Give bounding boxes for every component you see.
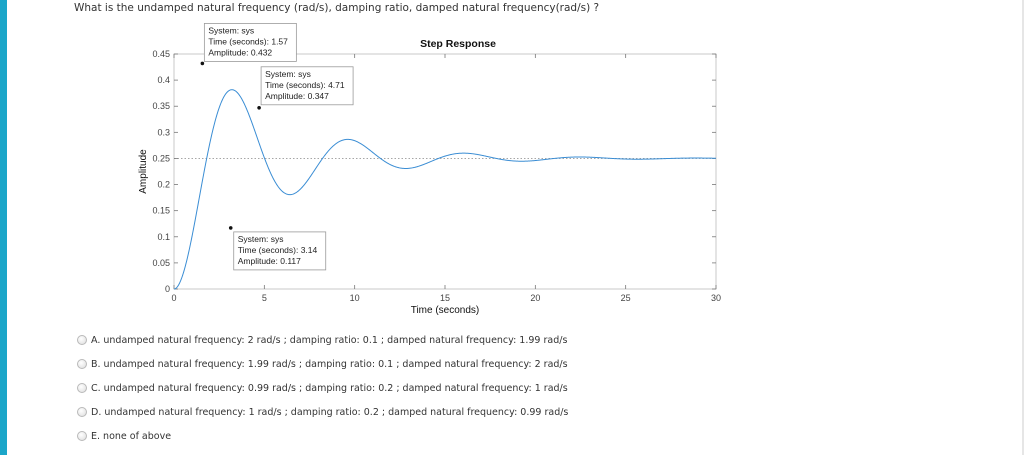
datatip-text: Amplitude: 0.117 — [238, 256, 301, 266]
y-tick-label: 0.35 — [152, 101, 170, 111]
y-tick-label: 0 — [165, 284, 170, 294]
datatip-text: Time (seconds): 3.14 — [238, 245, 318, 255]
datatip-marker — [200, 61, 205, 66]
right-divider — [1022, 0, 1024, 455]
option-d-label: D. undamped natural frequency: 1 rad/s ;… — [91, 406, 569, 418]
y-tick-label: 0.45 — [152, 49, 170, 59]
y-tick-label: 0.3 — [157, 127, 170, 137]
radio-e[interactable] — [77, 431, 87, 441]
datatip-text: System: sys — [265, 69, 311, 79]
radio-d[interactable] — [77, 407, 87, 417]
question-text: What is the undamped natural frequency (… — [74, 2, 600, 14]
y-tick-label: 0.4 — [157, 75, 170, 85]
option-e[interactable]: E. none of above — [77, 424, 568, 448]
step-response-chart: 0 5 10 15 20 25 30 0 0.05 0.1 0.15 0.2 0.25 0.3 0.35 0.… — [138, 22, 721, 316]
step-response-line — [173, 89, 716, 290]
x-tick-label: 5 — [262, 293, 267, 303]
y-tick-label: 0.15 — [152, 206, 170, 216]
option-b[interactable]: B. undamped natural frequency: 1.99 rad/… — [77, 352, 568, 376]
option-c-label: C. undamped natural frequency: 0.99 rad/… — [91, 382, 568, 394]
datatip-text: Amplitude: 0.347 — [265, 91, 329, 101]
option-b-label: B. undamped natural frequency: 1.99 rad/… — [91, 358, 568, 370]
x-tick-label: 10 — [350, 293, 360, 303]
x-tick-label: 15 — [440, 293, 450, 303]
y-axis-label: Amplitude — [138, 149, 149, 194]
datatip-text: Time (seconds): 1.57 — [208, 36, 288, 46]
radio-c[interactable] — [77, 383, 87, 393]
datatip-text: System: sys — [208, 25, 254, 35]
y-tick-label: 0.2 — [157, 180, 170, 190]
datatip-box — [233, 231, 327, 271]
datatip-text: Time (seconds): 4.71 — [265, 80, 345, 90]
y-tick-label: 0.25 — [152, 153, 170, 163]
option-d[interactable]: D. undamped natural frequency: 1 rad/s ;… — [77, 400, 568, 424]
option-c[interactable]: C. undamped natural frequency: 0.99 rad/… — [77, 376, 568, 400]
radio-b[interactable] — [77, 359, 87, 369]
x-axis-label: Time (seconds) — [411, 305, 480, 316]
x-tick-label: 30 — [711, 293, 721, 303]
option-a-label: A. undamped natural frequency: 2 rad/s ;… — [91, 334, 568, 346]
left-accent-bar — [0, 0, 7, 455]
datatip-marker — [228, 226, 233, 230]
option-a[interactable]: A. undamped natural frequency: 2 rad/s ;… — [77, 328, 568, 352]
x-tick-label: 25 — [621, 293, 631, 303]
answer-options: A. undamped natural frequency: 2 rad/s ;… — [77, 328, 568, 448]
option-e-label: E. none of above — [91, 430, 172, 442]
chart-title: Step Response — [420, 38, 496, 50]
y-tick-label: 0.05 — [152, 258, 170, 268]
radio-a[interactable] — [77, 335, 87, 345]
datatip-box — [260, 66, 354, 106]
x-tick-label: 0 — [171, 293, 176, 303]
y-tick-label: 0.1 — [157, 232, 170, 242]
datatip-text: System: sys — [238, 234, 284, 244]
datatip-marker — [257, 105, 261, 110]
datatip-text: Amplitude: 0.432 — [208, 47, 272, 57]
datatip-box — [203, 22, 297, 62]
x-tick-label: 20 — [530, 293, 540, 303]
